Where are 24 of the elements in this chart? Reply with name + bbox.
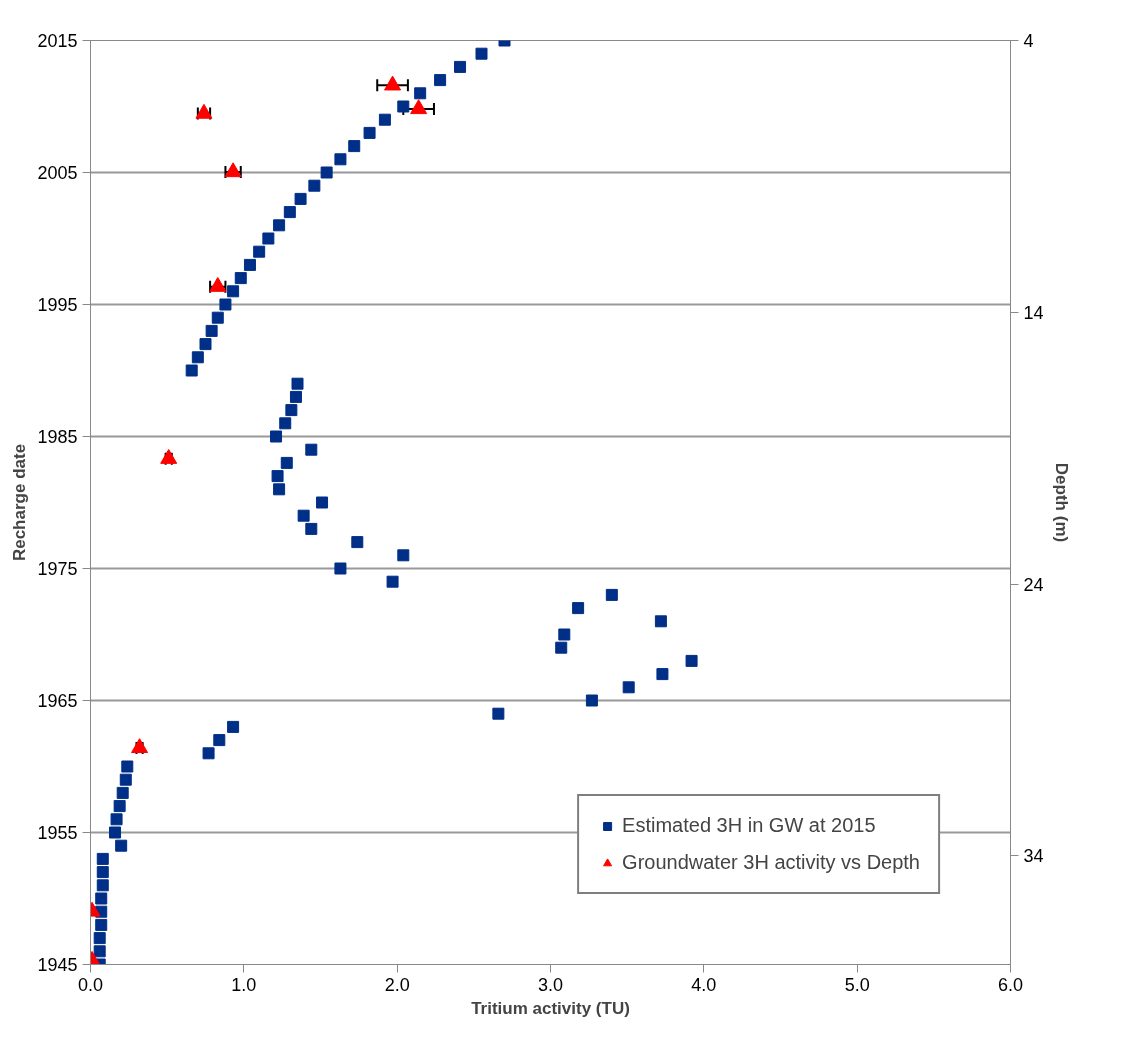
x-tick-label: 4.0 — [691, 974, 717, 995]
x-tick-label: 3.0 — [537, 974, 564, 995]
y-tick-label: 2005 — [37, 163, 78, 183]
y2-tick-label: 14 — [1023, 302, 1044, 323]
y-tick-label: 1965 — [37, 691, 78, 711]
x-tick-label: 6.0 — [997, 974, 1024, 995]
x-tick-label: 5.0 — [844, 974, 870, 995]
x-tick-label: 1.0 — [231, 974, 257, 995]
y2-axis-title: Depth (m) — [1051, 462, 1071, 543]
x-tick-label: 0.0 — [77, 974, 104, 995]
y2-tick-label: 4 — [1023, 31, 1034, 51]
y-tick-label: 1945 — [37, 955, 78, 975]
y-tick-label: 2015 — [37, 31, 78, 51]
y-tick-label: 1955 — [37, 823, 78, 843]
x-tick-label: 2.0 — [384, 974, 410, 995]
y-tick-label: 1985 — [37, 427, 78, 447]
x-axis-title: Tritium activity (TU) — [471, 998, 630, 1018]
legend-label: Estimated 3H in GW at 2015 — [622, 814, 876, 837]
y-tick-label: 1975 — [37, 559, 78, 579]
y2-tick-label: 34 — [1023, 846, 1044, 867]
y2-tick-label: 24 — [1023, 574, 1044, 595]
y-axis-title: Recharge date — [10, 443, 30, 562]
legend-label: Groundwater 3H activity vs Depth — [622, 851, 920, 874]
y-tick-label: 1995 — [37, 295, 78, 315]
